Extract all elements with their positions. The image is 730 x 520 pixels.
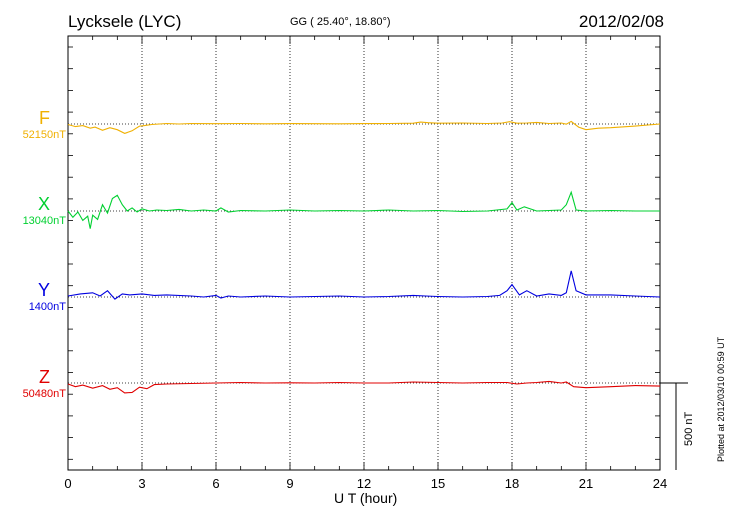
x-tick-label: 6: [212, 476, 219, 491]
component-label-z: Z 50480nT: [0, 367, 66, 400]
x-tick-label: 24: [653, 476, 667, 491]
component-label-y: Y 1400nT: [0, 280, 66, 313]
component-baseline: 50480nT: [22, 388, 66, 400]
x-tick-label: 15: [431, 476, 445, 491]
station-title: Lycksele (LYC): [68, 12, 182, 31]
series-line-f: [67, 120, 661, 134]
component-baseline: 1400nT: [28, 301, 66, 313]
series-line-x: [67, 190, 660, 229]
component-letter: F: [39, 108, 50, 128]
component-letter: Z: [39, 367, 50, 387]
component-baseline: 52150nT: [22, 129, 66, 141]
component-letter: Y: [37, 280, 50, 300]
x-tick-label: 12: [357, 476, 371, 491]
x-tick-label: 21: [579, 476, 593, 491]
component-label-f: F 52150nT: [0, 108, 66, 141]
component-label-x: X 13040nT: [0, 194, 66, 227]
x-tick-label: 0: [64, 476, 71, 491]
plotted-timestamp: Plotted at 2012/03/10 00:59 UT: [716, 336, 726, 462]
series-line-y: [67, 270, 661, 300]
scale-bar-label: 500 nT: [683, 411, 695, 446]
component-letter: X: [37, 194, 50, 214]
x-tick-label: 18: [505, 476, 519, 491]
plot-date: 2012/02/08: [578, 12, 664, 31]
component-baseline: 13040nT: [22, 215, 66, 227]
x-tick-label: 9: [286, 476, 293, 491]
geographic-coordinates: GG ( 25.40°, 18.80°): [290, 16, 391, 28]
x-tick-label: 3: [138, 476, 145, 491]
x-axis-label: U T (hour): [334, 490, 398, 506]
series-line-z: [67, 380, 661, 394]
